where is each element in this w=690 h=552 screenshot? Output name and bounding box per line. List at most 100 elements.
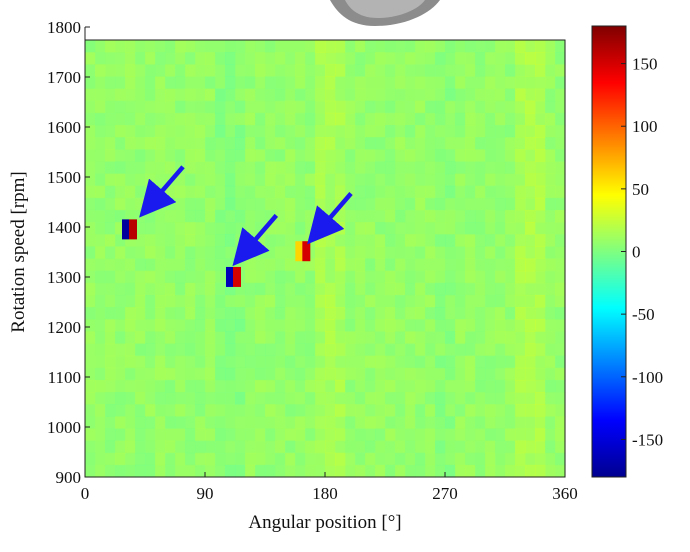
x-axis-label: Angular position [°] xyxy=(248,512,401,533)
heatmap-cell xyxy=(125,319,136,332)
heatmap-cell xyxy=(375,404,386,417)
heatmap-cell xyxy=(525,440,536,454)
colorbar-tick-label: 50 xyxy=(632,180,649,199)
heatmap-cell xyxy=(385,52,396,65)
heatmap-cell xyxy=(305,124,316,138)
heatmap-cell xyxy=(335,343,346,357)
heatmap-cell xyxy=(265,149,276,162)
heatmap-cell xyxy=(285,355,296,369)
heatmap-cell xyxy=(475,367,486,381)
heatmap-cell xyxy=(175,137,186,150)
heatmap-cell xyxy=(395,452,406,466)
heatmap-cell xyxy=(455,270,466,284)
heatmap-cell xyxy=(125,404,136,417)
heatmap-cell xyxy=(115,307,126,320)
heatmap-cell xyxy=(555,392,566,405)
heatmap-cell xyxy=(95,331,106,345)
heatmap-cell xyxy=(135,222,146,235)
heatmap-cell xyxy=(325,197,336,211)
heatmap-cell xyxy=(395,173,406,187)
heatmap-cell xyxy=(365,294,376,308)
heatmap-cell xyxy=(275,392,286,405)
heatmap-cell xyxy=(355,124,366,138)
heatmap-cell xyxy=(265,282,276,296)
heatmap-cell xyxy=(175,76,186,90)
heatmap-cell xyxy=(345,319,356,332)
heatmap-cell xyxy=(175,294,186,308)
heatmap-cell xyxy=(425,367,436,381)
heatmap-cell xyxy=(535,246,546,260)
heatmap-cell xyxy=(475,234,486,247)
heatmap-cell xyxy=(185,149,196,162)
heatmap-cell xyxy=(415,234,426,247)
heatmap-cell xyxy=(345,52,356,65)
annotation-arrows xyxy=(139,165,353,267)
heatmap-cell xyxy=(305,185,316,199)
heatmap-cell xyxy=(535,40,546,53)
heatmap-cell xyxy=(475,124,486,138)
heatmap-cell xyxy=(355,270,366,284)
heatmap-cell xyxy=(125,416,136,430)
heatmap-cell xyxy=(545,428,556,442)
heatmap-cell xyxy=(195,124,206,138)
heatmap-cell xyxy=(535,331,546,345)
heatmap-cell xyxy=(475,246,486,260)
heatmap-cell xyxy=(175,173,186,187)
heatmap-cell xyxy=(415,464,426,478)
heatmap-cell xyxy=(195,161,206,175)
heatmap-cell xyxy=(145,258,156,272)
heatmap-cell xyxy=(505,258,516,272)
heatmap-cell xyxy=(515,343,526,357)
heatmap-cell xyxy=(545,392,556,405)
heatmap-cell xyxy=(535,343,546,357)
heatmap-cell xyxy=(295,343,306,357)
heatmap-cell xyxy=(495,331,506,345)
heatmap-cell xyxy=(525,197,536,211)
heatmap-cell xyxy=(555,404,566,417)
heatmap-cell xyxy=(285,307,296,320)
heatmap-cell xyxy=(205,88,216,102)
heatmap-cell xyxy=(385,222,396,235)
heatmap-cell xyxy=(235,452,246,466)
heatmap-cell xyxy=(395,428,406,442)
heatmap-cell xyxy=(125,440,136,454)
heatmap-cell xyxy=(255,440,266,454)
heatmap-cell xyxy=(215,100,226,114)
heatmap-cell xyxy=(295,137,306,150)
heatmap-cell xyxy=(385,197,396,211)
heatmap-cell xyxy=(405,355,416,369)
heatmap-cell xyxy=(315,270,326,284)
heatmap-cell xyxy=(245,209,256,223)
heatmap-cell xyxy=(235,282,246,296)
heatmap-cell xyxy=(355,173,366,187)
heatmap-cell xyxy=(475,379,486,393)
heatmap-cell xyxy=(135,379,146,393)
heatmap-cell xyxy=(545,331,556,345)
heatmap-cell xyxy=(505,88,516,102)
heatmap-cell xyxy=(375,52,386,65)
heatmap-cell xyxy=(185,246,196,260)
heatmap-cell xyxy=(175,52,186,65)
heatmap-cell xyxy=(425,185,436,199)
heatmap-cell xyxy=(425,124,436,138)
heatmap-cell xyxy=(545,246,556,260)
heatmap-cell xyxy=(405,392,416,405)
heatmap-cell xyxy=(465,319,476,332)
heatmap-cell xyxy=(85,355,96,369)
heatmap-cell xyxy=(155,270,166,284)
heatmap-cell xyxy=(385,307,396,320)
heatmap-cell xyxy=(455,404,466,417)
heatmap-cell xyxy=(225,440,236,454)
heatmap-cell xyxy=(115,464,126,478)
heatmap-cell xyxy=(125,185,136,199)
heatmap-cell xyxy=(235,331,246,345)
colorbar-tick-label: 150 xyxy=(632,55,658,74)
heatmap-cell xyxy=(435,149,446,162)
y-tick-label: 1800 xyxy=(47,18,81,37)
heatmap-cell xyxy=(345,64,356,78)
heatmap-cell xyxy=(555,234,566,247)
heatmap-cell xyxy=(375,185,386,199)
heatmap-cell xyxy=(395,222,406,235)
heatmap-cell xyxy=(345,222,356,235)
heatmap-cell xyxy=(235,367,246,381)
